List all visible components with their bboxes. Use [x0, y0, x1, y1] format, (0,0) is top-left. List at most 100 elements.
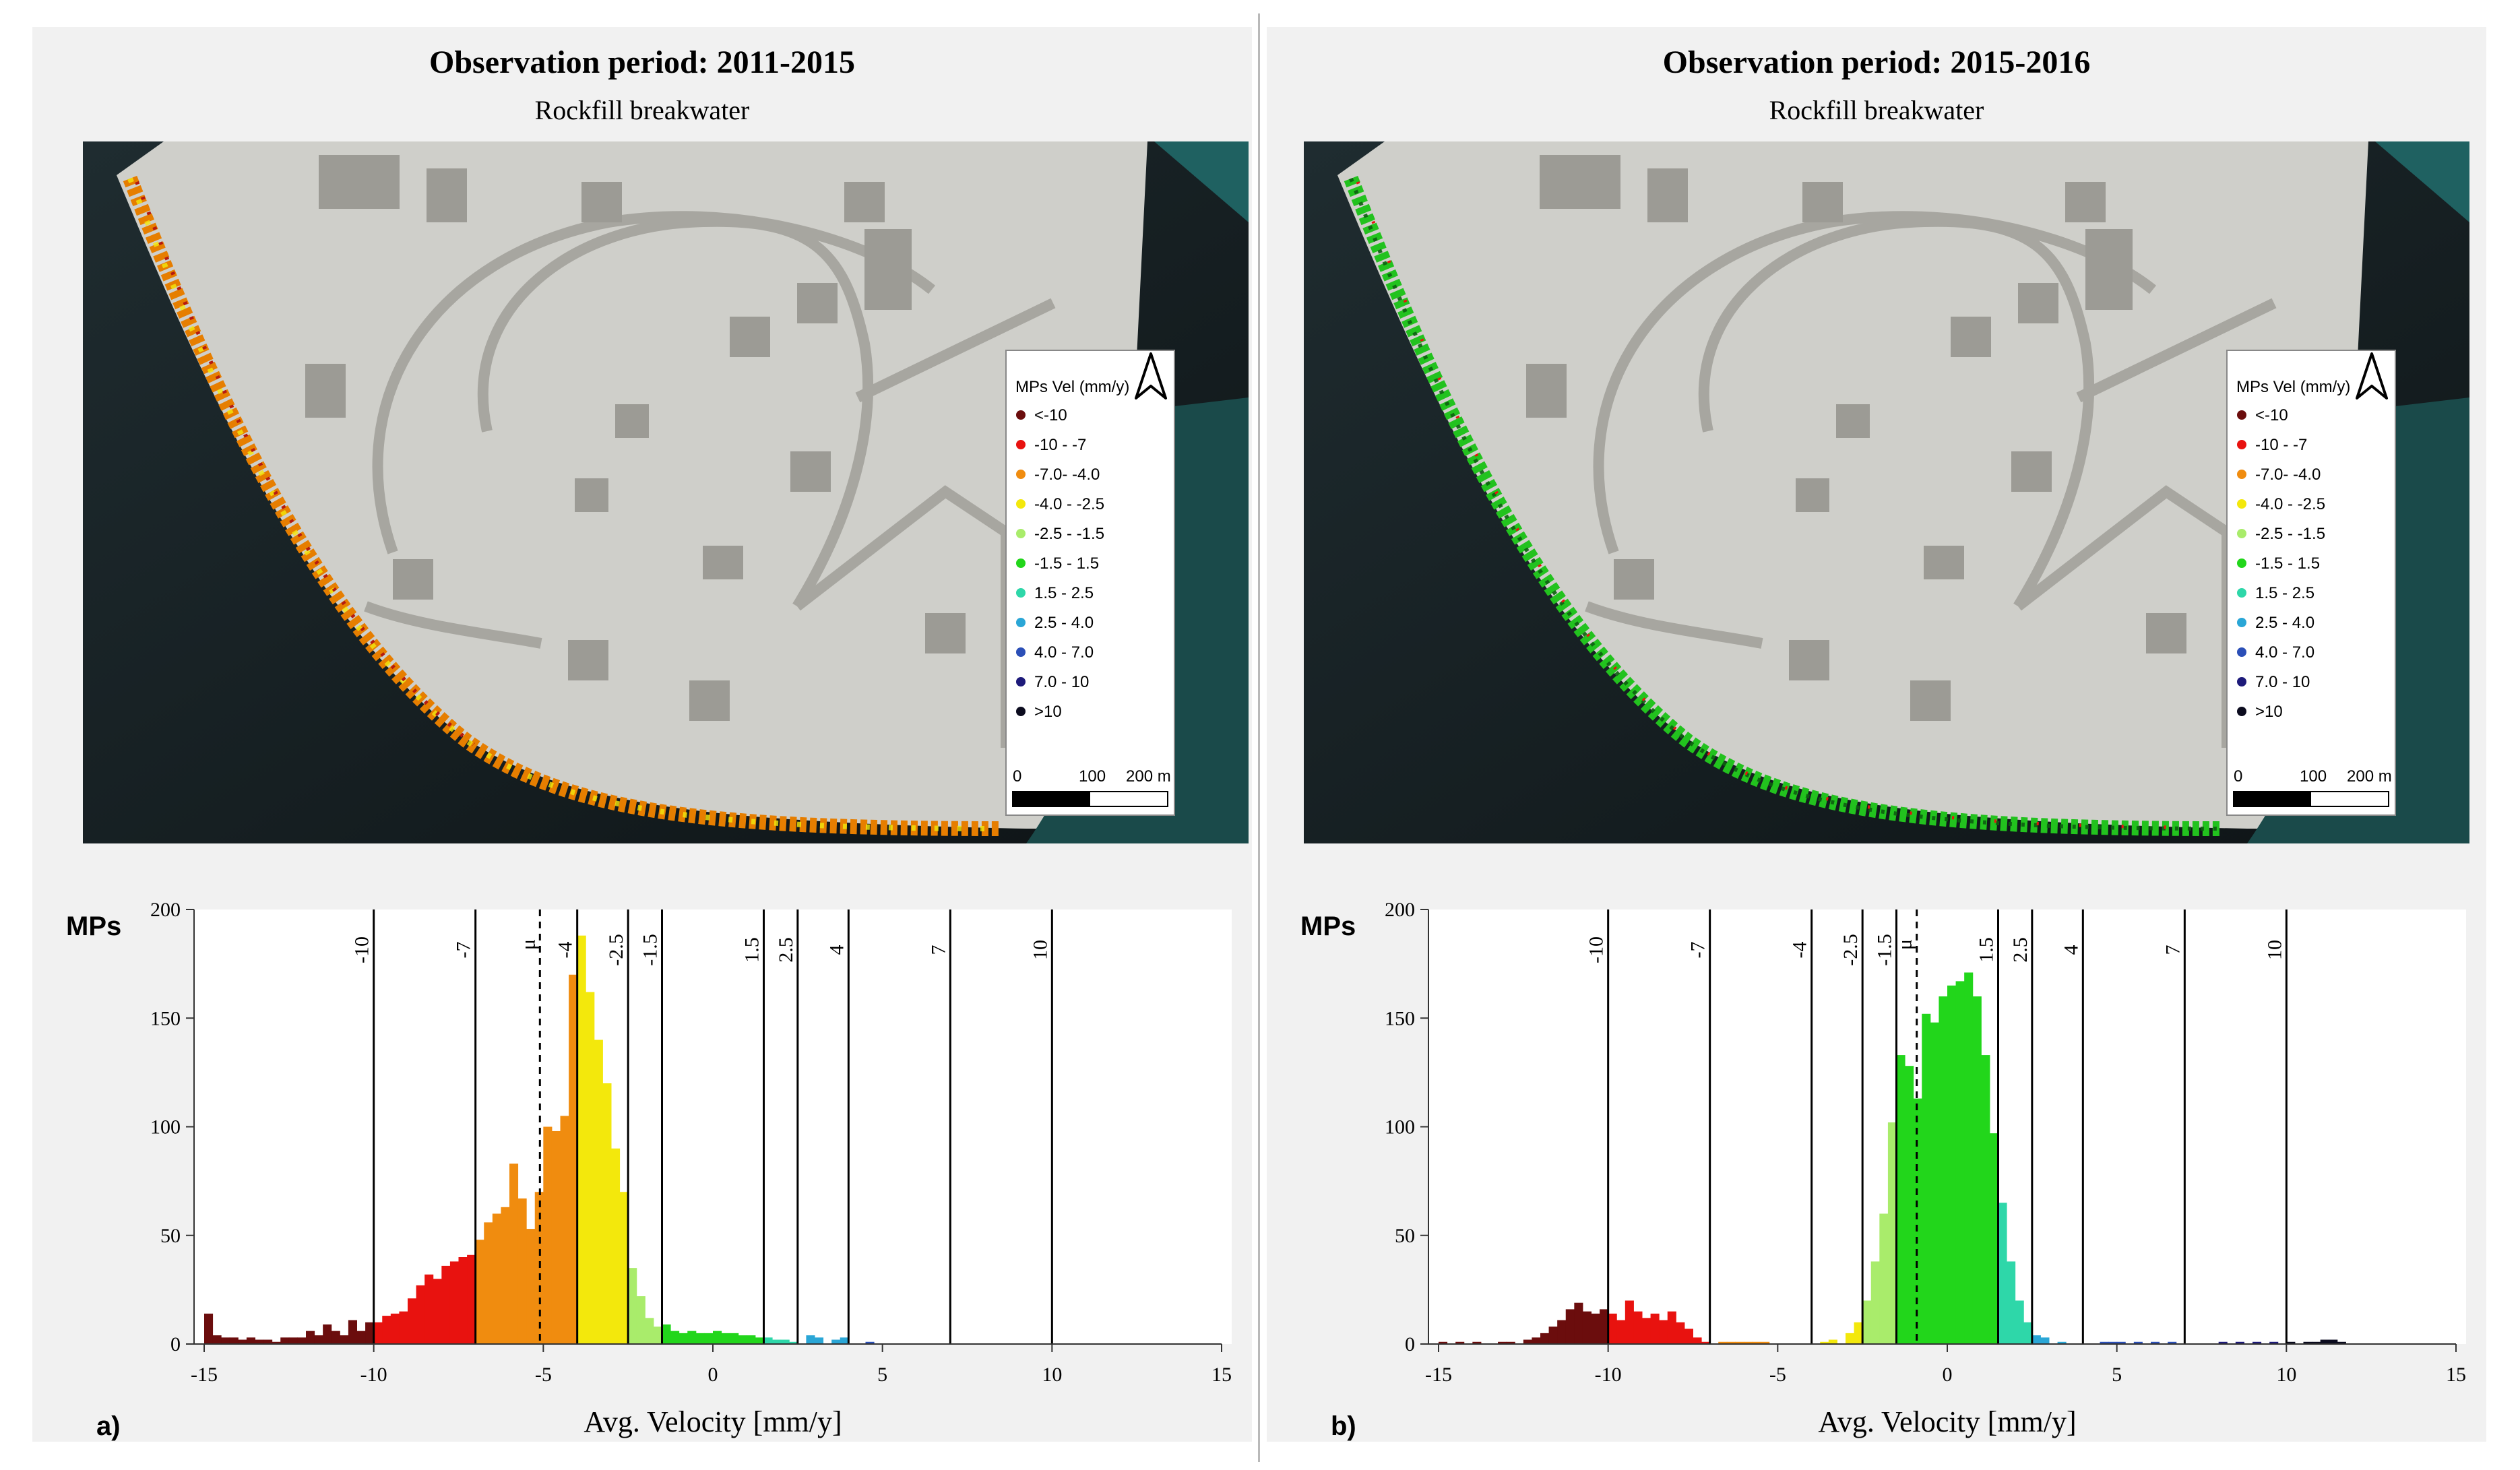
histogram-bar: [1498, 1341, 1507, 1344]
svg-text:0: 0: [1013, 767, 1021, 786]
histogram-bar: [373, 1322, 383, 1344]
histogram-bar: [1557, 1320, 1567, 1344]
histogram-bar: [2329, 1339, 2338, 1344]
x-tick-label: 5: [877, 1364, 887, 1386]
panel-a: Observation period: 2011-2015 Rockfill b…: [32, 27, 1252, 1442]
histogram-bar: [1608, 1313, 1617, 1344]
legend-item-label: -1.5 - 1.5: [1034, 554, 1099, 573]
legend-swatch: [1016, 529, 1026, 538]
histogram-bar: [831, 1339, 841, 1344]
histogram-bar: [1905, 1066, 1914, 1344]
histogram-bar: [602, 1083, 612, 1344]
histogram-bar: [1854, 1322, 1863, 1344]
legend-item-label: -1.5 - 1.5: [2255, 554, 2320, 573]
histogram-bar: [1939, 996, 1948, 1344]
histogram-bar: [416, 1285, 425, 1344]
histogram-bar: [314, 1335, 323, 1344]
histogram-bar: [484, 1222, 493, 1344]
histogram-bar: [1540, 1333, 1550, 1344]
coastline-points: [123, 175, 1000, 836]
legend-item-label: -7.0- -4.0: [1034, 466, 1100, 484]
map-legend: MPs Vel (mm/y) <-10 -10 - -7 -7.0- -4.0 -4.…: [2226, 350, 2396, 816]
north-arrow-icon: [2356, 352, 2388, 400]
histogram-bar: [1862, 1300, 1872, 1344]
histogram-bar: [424, 1274, 434, 1344]
legend-swatch: [2237, 499, 2246, 509]
histogram-bar: [815, 1337, 824, 1344]
histogram-bar: [204, 1313, 214, 1344]
map-panel-a: MPs Vel (mm/y) <-10 -10 - -7 -7.0- -4.0 -4.…: [83, 141, 1249, 843]
histogram-bar: [2168, 1341, 2177, 1344]
histogram-bar: [1625, 1300, 1634, 1344]
histogram-bar: [1846, 1333, 1855, 1344]
class-boundary-label: 7: [927, 945, 949, 955]
legend-swatch: [1016, 707, 1026, 716]
histogram-bar: [1548, 1327, 1558, 1344]
histogram-bar: [780, 1339, 790, 1344]
histogram-bar: [238, 1339, 247, 1344]
histogram-bar: [2218, 1341, 2228, 1344]
svg-text:0: 0: [2234, 767, 2242, 786]
x-tick-label: 5: [2112, 1364, 2122, 1386]
histogram-bar: [441, 1265, 451, 1344]
histogram-bar: [806, 1335, 815, 1344]
histogram-bar: [695, 1333, 705, 1344]
histogram-bar: [1735, 1341, 1744, 1344]
y-tick-label: 50: [1395, 1225, 1415, 1247]
histogram-bar: [2253, 1341, 2262, 1344]
legend-item-label: 1.5 - 2.5: [1034, 584, 1094, 602]
histogram-bar: [2235, 1341, 2244, 1344]
legend-title: MPs Vel (mm/y): [2236, 378, 2350, 396]
histogram-bar: [1761, 1341, 1770, 1344]
histogram-bar: [865, 1341, 875, 1344]
legend-swatch: [2237, 677, 2246, 686]
class-boundary-label: 4: [2060, 945, 2082, 955]
north-arrow-icon: [1135, 352, 1167, 400]
x-tick-label: -15: [191, 1364, 218, 1386]
y-tick-label: 0: [1405, 1333, 1415, 1355]
histogram-bar: [755, 1337, 764, 1344]
histogram-bar: [551, 1130, 561, 1344]
legend-item-label: 7.0 - 10: [2255, 673, 2310, 691]
histogram-bar: [2151, 1341, 2160, 1344]
histogram-bar: [323, 1324, 332, 1344]
legend-item-label: -2.5 - -1.5: [1034, 525, 1104, 543]
x-tick-label: -5: [535, 1364, 552, 1386]
legend-swatch: [1016, 499, 1026, 509]
legend-item-label: <-10: [1034, 406, 1067, 424]
histogram-bar: [212, 1335, 222, 1344]
histogram-bar: [653, 1327, 662, 1344]
histogram-bar: [356, 1331, 366, 1344]
x-axis-label: Avg. Velocity [mm/y]: [584, 1405, 842, 1438]
x-tick-label: -15: [1425, 1364, 1452, 1386]
histogram-bar: [475, 1240, 484, 1344]
histogram-bar: [458, 1257, 468, 1344]
histogram-bar: [2337, 1341, 2346, 1344]
legend-item-label: -10 - -7: [2255, 436, 2307, 454]
legend-item-label: 1.5 - 2.5: [2255, 584, 2314, 602]
legend-item-label: 2.5 - 4.0: [2255, 614, 2314, 632]
histogram-bar: [2320, 1339, 2329, 1344]
legend-title: MPs Vel (mm/y): [1015, 378, 1129, 396]
histogram-bar: [789, 1341, 798, 1344]
class-boundary-label: -7: [1687, 942, 1709, 959]
histogram-bar: [2286, 1341, 2296, 1344]
legend-swatch: [1016, 440, 1026, 449]
histogram-bar: [679, 1333, 688, 1344]
histogram-bar: [1744, 1341, 1753, 1344]
legend-swatch: [1016, 647, 1026, 657]
histogram-bar: [2312, 1341, 2321, 1344]
histogram-bar: [449, 1261, 459, 1344]
histogram-bar: [331, 1331, 340, 1344]
legend-item-label: -7.0- -4.0: [2255, 466, 2321, 484]
histogram-bar: [1693, 1337, 1702, 1344]
class-boundary-label: 1.5: [741, 937, 763, 963]
histogram-bar: [263, 1339, 273, 1344]
histogram-bar: [1659, 1320, 1668, 1344]
histogram-bar: [704, 1333, 714, 1344]
class-boundary-label: 4: [825, 945, 848, 955]
legend-item-label: -10 - -7: [1034, 436, 1086, 454]
histogram-bar: [1752, 1341, 1761, 1344]
histogram-bar: [526, 1229, 536, 1344]
histogram-bar: [577, 935, 586, 1344]
